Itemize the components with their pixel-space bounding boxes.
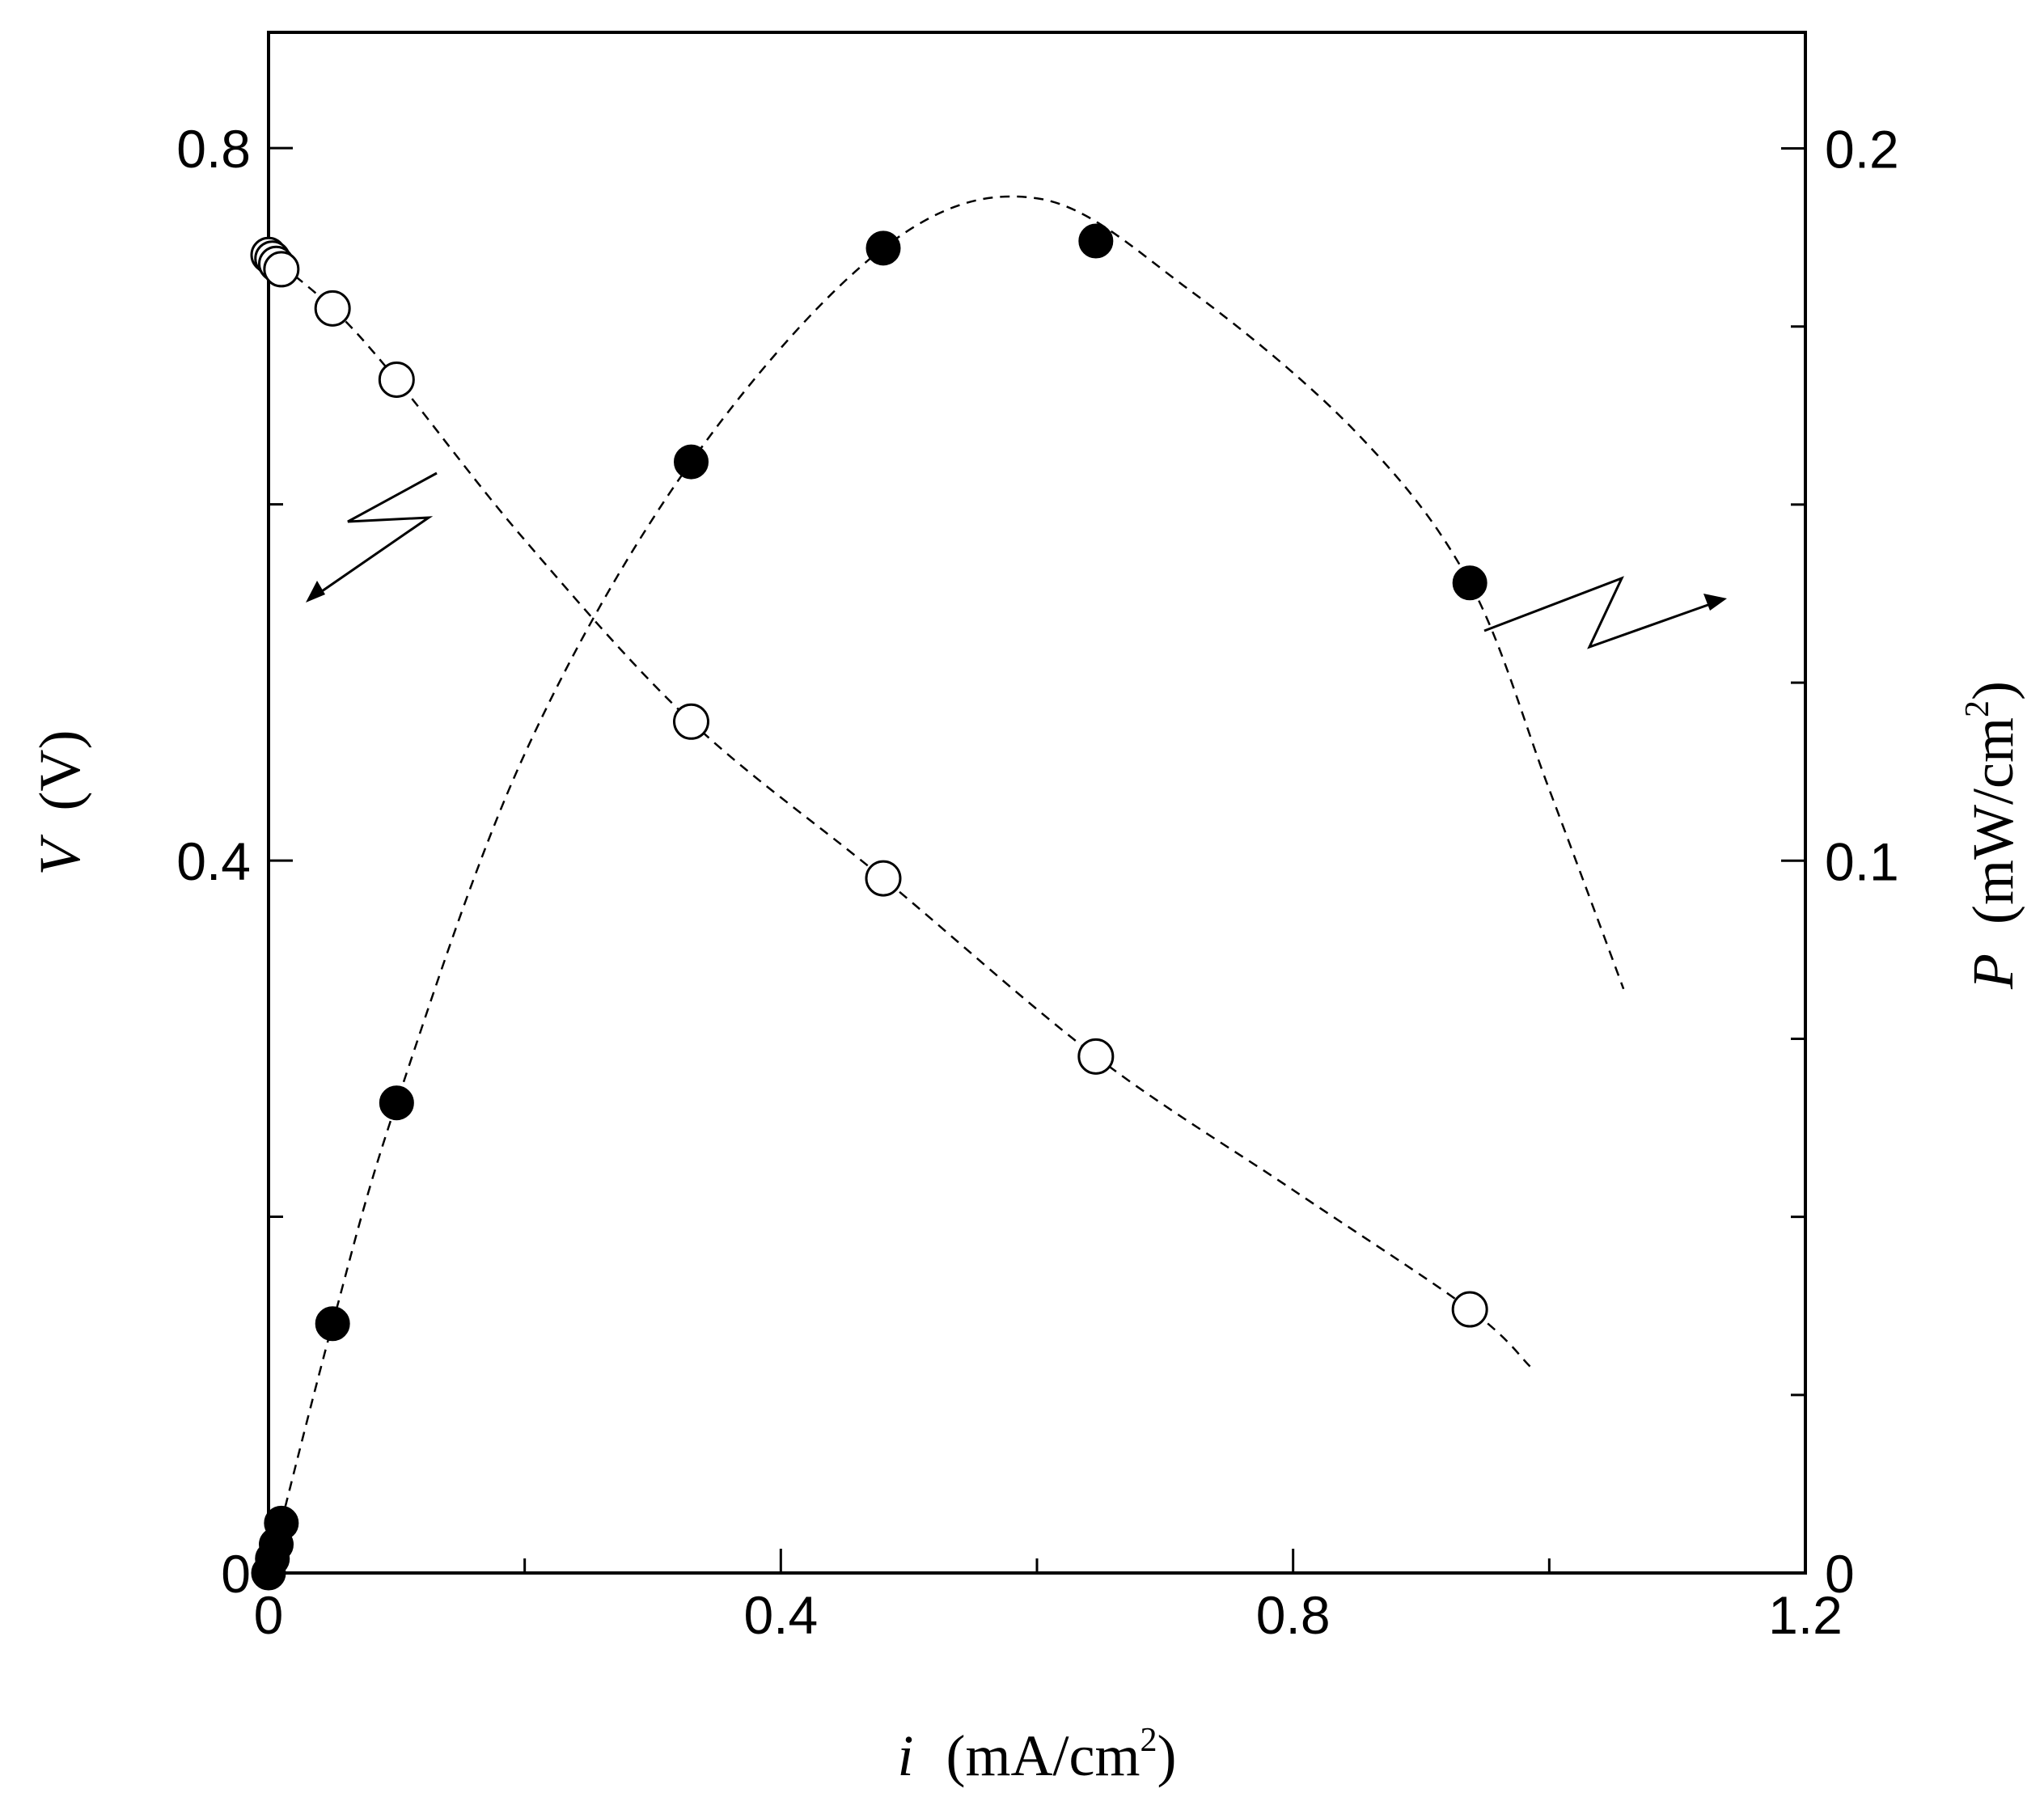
- left-axis-arrow: [311, 471, 438, 600]
- left-arrow-head: [306, 581, 325, 603]
- right-arrow-head: [1703, 594, 1727, 611]
- voltage-point: [263, 251, 300, 288]
- power-point: [264, 1505, 299, 1541]
- y-right-tick-label: 0.1: [1825, 831, 1899, 891]
- x-axis-title: i (mA/cm2): [898, 1722, 1177, 1788]
- data-points: [250, 223, 1488, 1591]
- x-tick-label: 0.4: [743, 1585, 818, 1645]
- y-left-axis-title: V(V): [28, 730, 92, 876]
- power-point: [315, 1306, 350, 1342]
- right-axis-arrow: [1483, 576, 1716, 649]
- fit-curves: [267, 195, 1625, 1574]
- y-left-tick-label: 0.8: [176, 119, 251, 179]
- voltage-point: [1077, 1038, 1115, 1075]
- power-point: [1078, 223, 1114, 259]
- series-1-fit-curve: [268, 254, 1531, 1368]
- axis-ticks: [267, 146, 1807, 1575]
- series-2-fit-curve: [267, 195, 1625, 1574]
- y-right-axis-title: P(mW/cm2): [1959, 681, 2025, 990]
- y-right-tick-label: 0.2: [1825, 120, 1899, 180]
- power-point: [865, 230, 901, 266]
- power-point: [1452, 565, 1488, 601]
- x-tick-label: 1.2: [1768, 1585, 1843, 1645]
- power-point: [674, 444, 709, 480]
- x-tick-label: 0: [254, 1585, 284, 1645]
- power-point: [379, 1085, 414, 1121]
- plot-frame: [267, 31, 1807, 1575]
- annotations: [306, 471, 1727, 649]
- y-left-tick-label: 0: [221, 1544, 251, 1604]
- y-left-tick-label: 0.4: [176, 831, 251, 891]
- tick-labels: 0 0.4 0.8 1.200.40.800.10.2: [176, 119, 1899, 1645]
- y-right-tick-label: 0: [1825, 1544, 1855, 1604]
- voltage-point: [314, 290, 351, 327]
- voltage-point: [378, 361, 415, 398]
- x-tick-label: 0.8: [1256, 1585, 1331, 1645]
- voltage-point: [673, 703, 709, 740]
- voltage-point: [865, 860, 902, 897]
- voltage-point: [1451, 1291, 1488, 1328]
